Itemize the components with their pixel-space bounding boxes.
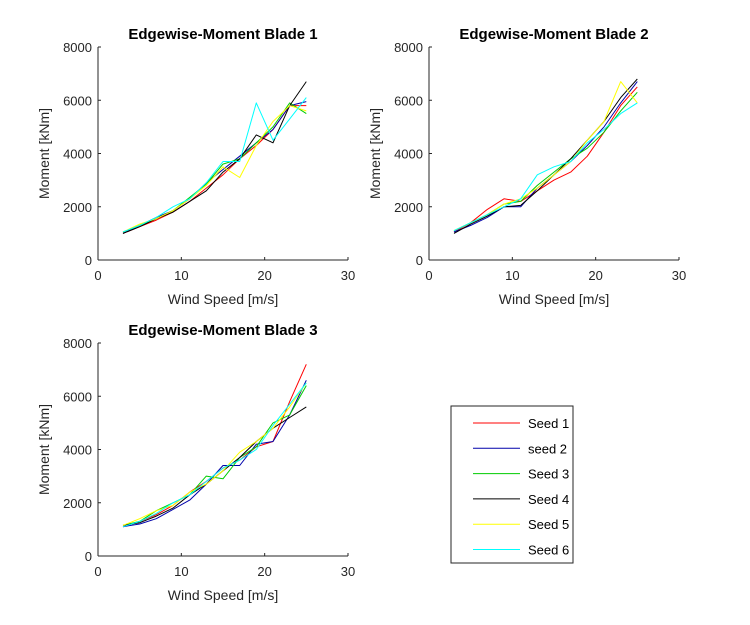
- chart-title: Edgewise-Moment Blade 2: [459, 26, 648, 43]
- y-tick-label: 4000: [63, 443, 92, 458]
- x-tick-label: 0: [94, 564, 101, 579]
- chart-panel-3: 0 10 20 30 0 2000 4000 6000 8000 Edgewise-Moment …: [36, 322, 355, 603]
- x-tick-label: 10: [174, 268, 188, 283]
- legend: Seed 1 seed 2 Seed 3 Seed 4 Seed 5 Seed 6: [450, 405, 574, 564]
- chart-panel-2: 0 10 20 30 0 2000 4000 6000 8000 Edgewise-Moment …: [367, 26, 686, 307]
- series-line-seed-1: [122, 105, 307, 234]
- y-tick-label: 8000: [63, 40, 92, 55]
- chart-title: Edgewise-Moment Blade 1: [128, 26, 317, 43]
- x-axis-label: Wind Speed [m/s]: [168, 587, 279, 603]
- series-line-seed-5: [122, 105, 307, 233]
- series-line-seed-2: [453, 81, 638, 233]
- legend-label-seed-2: seed 2: [528, 441, 567, 456]
- y-tick-label: 8000: [394, 40, 423, 55]
- x-tick-label: 0: [94, 268, 101, 283]
- series-line-seed-4: [122, 81, 307, 234]
- y-tick-label: 8000: [63, 336, 92, 351]
- series-line-seed-5: [122, 382, 307, 526]
- y-tick-label: 2000: [63, 200, 92, 215]
- legend-box: [450, 405, 574, 564]
- x-tick-label: 30: [341, 564, 355, 579]
- x-tick-label: 20: [257, 268, 271, 283]
- y-tick-label: 6000: [63, 93, 92, 108]
- series-line-seed-6: [122, 382, 307, 528]
- legend-label-seed-1: Seed 1: [528, 416, 569, 431]
- x-tick-label: 0: [425, 268, 432, 283]
- y-tick-label: 0: [85, 549, 92, 564]
- chart-panel-1: 0 10 20 30 0 2000 4000 6000 8000 Edgewise-Moment …: [36, 26, 355, 307]
- y-tick-label: 2000: [394, 200, 423, 215]
- series-line-seed-6: [122, 97, 307, 233]
- y-tick-label: 0: [85, 253, 92, 268]
- x-tick-label: 20: [588, 268, 602, 283]
- y-axis-label: Moment [kNm]: [36, 108, 52, 199]
- y-tick-label: 4000: [394, 147, 423, 162]
- chart-title: Edgewise-Moment Blade 3: [128, 322, 317, 339]
- y-axis-label: Moment [kNm]: [36, 404, 52, 495]
- x-tick-label: 10: [174, 564, 188, 579]
- series-line-seed-2: [122, 101, 307, 234]
- series-line-seed-4: [122, 406, 307, 526]
- legend-label-seed-3: Seed 3: [528, 467, 569, 482]
- y-tick-label: 6000: [63, 389, 92, 404]
- series-line-seed-1: [453, 86, 638, 233]
- x-tick-label: 30: [672, 268, 686, 283]
- legend-label-seed-5: Seed 5: [528, 517, 569, 532]
- legend-label-seed-6: Seed 6: [528, 543, 569, 558]
- x-tick-label: 10: [505, 268, 519, 283]
- series-line-seed-1: [122, 364, 307, 528]
- x-axis-label: Wind Speed [m/s]: [168, 291, 279, 307]
- series-line-seed-4: [453, 78, 638, 234]
- x-tick-label: 30: [341, 268, 355, 283]
- series-line-seed-5: [453, 81, 638, 232]
- series-line-seed-3: [122, 385, 307, 526]
- x-axis-label: Wind Speed [m/s]: [499, 291, 610, 307]
- series-line-seed-2: [122, 380, 307, 528]
- y-tick-label: 2000: [63, 496, 92, 511]
- y-tick-label: 6000: [394, 93, 423, 108]
- x-tick-label: 20: [257, 564, 271, 579]
- series-line-seed-3: [122, 102, 307, 233]
- series-line-seed-6: [453, 102, 638, 232]
- legend-label-seed-4: Seed 4: [528, 492, 569, 507]
- y-axis-label: Moment [kNm]: [367, 108, 383, 199]
- y-tick-label: 4000: [63, 147, 92, 162]
- y-tick-label: 0: [416, 253, 423, 268]
